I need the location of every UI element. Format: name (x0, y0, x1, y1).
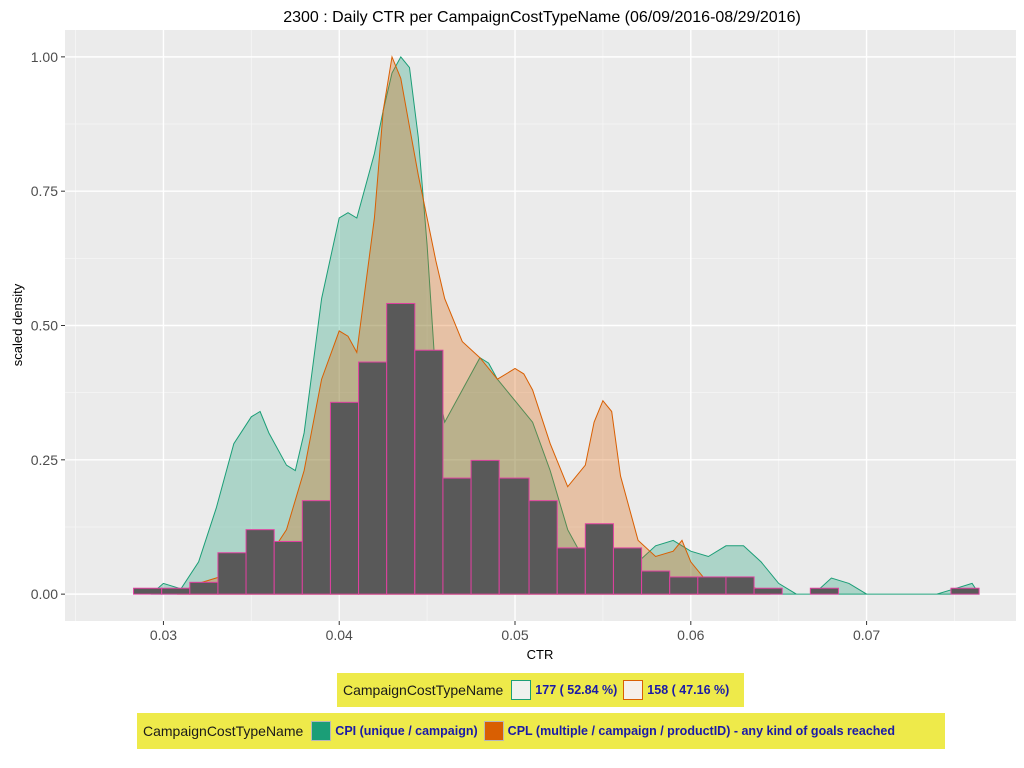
legend-type: CampaignCostTypeName CPI (unique / campa… (137, 713, 945, 749)
legend-count-title: CampaignCostTypeName (343, 682, 504, 698)
y-tick-label: 1.00 (31, 49, 58, 65)
histogram-bar (301, 500, 331, 595)
legend-count-key-cpl (623, 680, 644, 700)
histogram-bar (189, 581, 219, 595)
histogram-bar (753, 587, 783, 595)
histogram-bar (133, 587, 163, 595)
histogram-bar (414, 349, 444, 595)
histogram-bar (725, 576, 755, 595)
histogram-bar (358, 361, 388, 595)
histogram-bar (612, 547, 643, 595)
legend-type-key-cpi (311, 721, 332, 741)
histogram-bar (528, 500, 558, 595)
histogram-bar (273, 540, 303, 595)
y-tick-label: 0.25 (31, 452, 58, 468)
x-tick-label: 0.07 (853, 627, 880, 643)
legend-type-label-cpl: CPL (multiple / campaign / productID) - … (507, 724, 895, 738)
histogram-bar (669, 576, 699, 595)
chart-title: 2300 : Daily CTR per CampaignCostTypeNam… (283, 9, 801, 26)
legend-type-key-cpl (483, 721, 504, 741)
histogram-layer (133, 302, 980, 595)
histogram-bar (161, 587, 191, 595)
y-axis: 0.00 0.25 0.50 0.75 1.00 (31, 49, 65, 602)
histogram-bar (809, 587, 839, 595)
legend-type-title: CampaignCostTypeName (143, 723, 304, 739)
y-tick-label: 0.00 (31, 586, 58, 602)
legend-type-label-cpi: CPI (unique / campaign) (335, 724, 478, 738)
legend-count-label-cpl: 158 ( 47.16 %) (647, 683, 730, 697)
legend-count-label-cpi: 177 ( 52.84 %) (535, 683, 618, 697)
histogram-bar (245, 529, 275, 595)
density-area-cpl (176, 55, 771, 595)
histogram-bar (641, 570, 671, 595)
y-tick-label: 0.75 (31, 183, 58, 199)
y-tick-label: 0.50 (31, 318, 58, 334)
histogram-bar (584, 523, 614, 595)
x-axis: 0.03 0.04 0.05 0.06 0.07 (150, 621, 880, 643)
histogram-bar (556, 547, 586, 595)
histogram-bar (386, 302, 416, 595)
legend-count: CampaignCostTypeName 177 ( 52.84 %) 158 … (337, 673, 744, 707)
y-axis-label: scaled density (10, 283, 25, 366)
x-tick-label: 0.03 (150, 627, 177, 643)
histogram-bar (329, 401, 360, 595)
legend-count-key-cpi (511, 680, 532, 700)
x-axis-label: CTR (527, 647, 554, 662)
histogram-bar (470, 459, 500, 595)
histogram-bar (217, 552, 247, 595)
histogram-bar (442, 477, 472, 595)
histogram-bar (498, 477, 530, 595)
x-tick-label: 0.05 (501, 627, 528, 643)
x-tick-label: 0.06 (677, 627, 704, 643)
histogram-bar (950, 587, 980, 595)
histogram-bar (697, 576, 727, 595)
x-tick-label: 0.04 (326, 627, 353, 643)
